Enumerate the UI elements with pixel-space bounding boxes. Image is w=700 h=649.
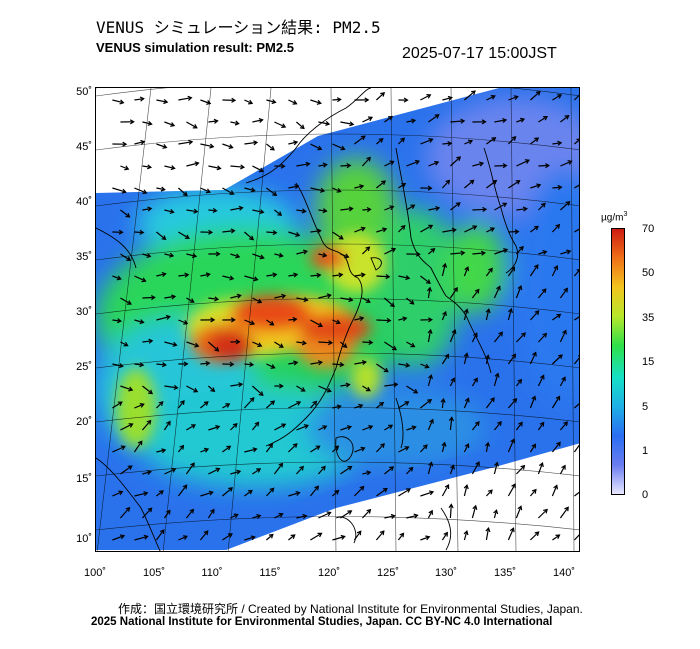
lat-label-50: 50˚ <box>76 86 92 98</box>
credit-line: 作成：国立環境研究所 / Created by National Institu… <box>118 602 583 616</box>
title-english: VENUS simulation result: PM2.5 <box>96 40 294 55</box>
lon-label-135: 135˚ <box>493 567 517 579</box>
map-canvas <box>96 88 579 551</box>
colorbar-tick-0: 0 <box>642 489 649 501</box>
lat-label-40: 40˚ <box>76 196 92 208</box>
title-japanese: VENUS シミュレーション結果: PM2.5 <box>96 18 381 37</box>
colorbar-tick-70: 70 <box>642 223 655 235</box>
colorbar-tick-50: 50 <box>642 267 655 279</box>
lon-label-125: 125˚ <box>376 567 400 579</box>
lon-label-115: 115˚ <box>259 567 281 579</box>
forecast-timestamp: 2025-07-17 15:00JST <box>402 45 557 62</box>
lat-label-35: 35˚ <box>76 251 92 263</box>
colorbar-tick-35: 35 <box>642 312 655 324</box>
colorbar-tick-5: 5 <box>642 401 649 413</box>
lat-label-30: 30˚ <box>76 306 92 318</box>
colorbar-tick-15: 15 <box>642 356 655 368</box>
lat-label-15: 15˚ <box>76 473 92 485</box>
lon-label-120: 120˚ <box>317 567 341 579</box>
colorbar-unit: µg/m3 <box>601 211 628 224</box>
lat-label-25: 25˚ <box>76 361 92 373</box>
lat-label-45: 45˚ <box>76 141 92 153</box>
colorbar <box>611 228 625 495</box>
license-line: 2025 National Institute for Environmenta… <box>91 616 553 628</box>
lat-label-20: 20˚ <box>76 416 92 428</box>
lon-label-105: 105˚ <box>142 567 166 579</box>
lon-label-100: 100˚ <box>83 567 107 579</box>
lon-label-130: 130˚ <box>434 567 458 579</box>
lon-label-110: 110˚ <box>201 567 223 579</box>
pm25-map <box>95 87 580 552</box>
lon-label-140: 140˚ <box>552 567 576 579</box>
lat-label-10: 10˚ <box>76 533 92 545</box>
wind-vectors <box>112 90 579 541</box>
graticule <box>96 88 579 551</box>
colorbar-tick-1: 1 <box>642 445 649 457</box>
